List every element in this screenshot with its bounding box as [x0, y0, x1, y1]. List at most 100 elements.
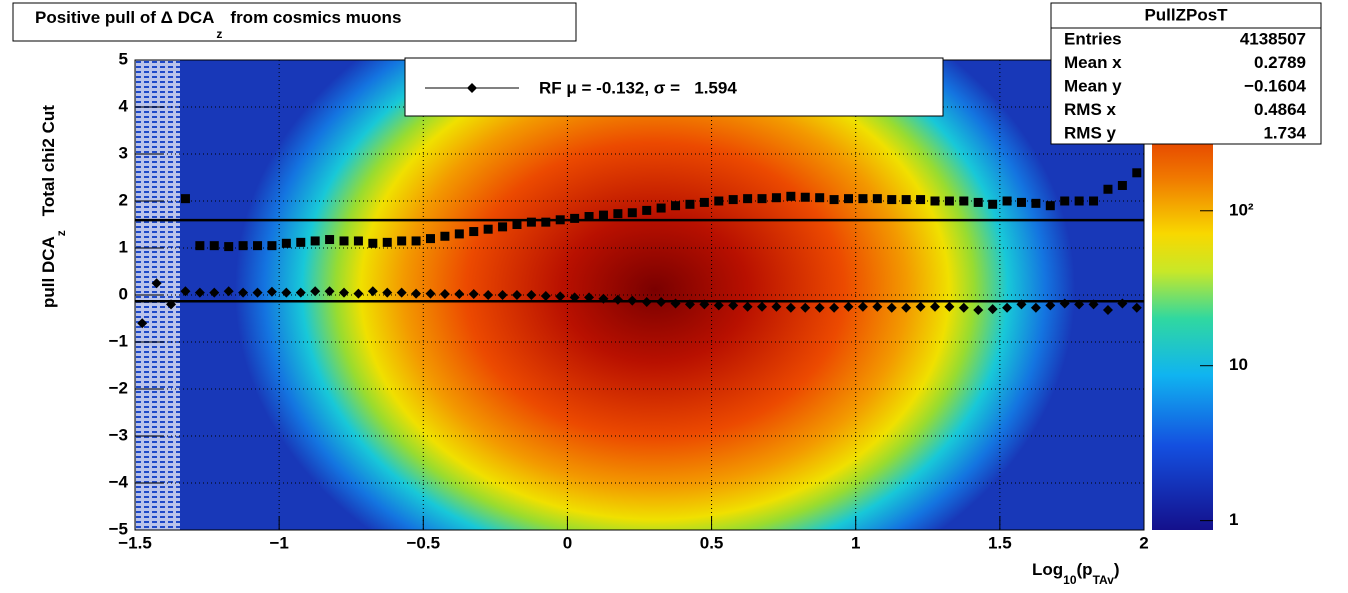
point — [1030, 302, 1041, 313]
point — [267, 241, 277, 251]
point — [454, 289, 465, 300]
point — [296, 237, 306, 247]
point — [195, 241, 205, 251]
point — [973, 305, 984, 316]
point — [814, 302, 825, 313]
legend-box — [404, 57, 944, 117]
point — [584, 292, 595, 303]
point — [901, 302, 912, 313]
stats-value: 1.734 — [1263, 123, 1306, 142]
point — [425, 234, 435, 244]
point — [684, 299, 695, 310]
point — [295, 287, 306, 298]
point — [872, 301, 883, 312]
point — [844, 194, 854, 204]
point — [944, 301, 955, 312]
point — [1074, 299, 1085, 310]
point — [671, 201, 681, 211]
point — [713, 300, 724, 311]
point — [757, 301, 768, 312]
point — [886, 302, 897, 313]
point — [901, 195, 911, 205]
point — [1016, 299, 1027, 310]
ylabel-sub: z — [54, 230, 68, 236]
point — [439, 289, 450, 300]
point — [353, 236, 363, 246]
y-tick-label: 1 — [119, 237, 128, 256]
point — [800, 302, 811, 313]
point — [1002, 302, 1013, 313]
title-main: Positive pull of Δ DCA — [35, 8, 214, 27]
chart-title: Positive pull of Δ DCAz from cosmics muon… — [35, 8, 401, 41]
point — [555, 291, 566, 302]
point — [656, 203, 666, 213]
point — [540, 290, 551, 301]
legend-marker — [467, 83, 477, 93]
point — [253, 241, 263, 251]
point — [786, 191, 796, 201]
ylabel-end: Total chi2 Cut — [39, 105, 58, 216]
point — [339, 236, 349, 246]
x-tick-label: 0.5 — [700, 533, 724, 552]
point — [238, 241, 248, 251]
point — [209, 241, 219, 251]
legend-label: RF μ = -0.132, σ = 1.594 — [539, 78, 737, 97]
point — [1045, 201, 1055, 211]
point — [1088, 299, 1099, 310]
point — [325, 235, 335, 245]
point — [382, 237, 392, 247]
xlabel-a: Log — [1032, 560, 1063, 579]
point — [425, 288, 436, 299]
point — [743, 194, 753, 204]
y-tick-label: 3 — [119, 143, 128, 162]
point — [396, 287, 407, 298]
point — [266, 286, 277, 297]
point — [613, 209, 623, 219]
point — [281, 287, 292, 298]
point — [857, 301, 868, 312]
x-tick-label: 0 — [563, 533, 572, 552]
point — [1074, 196, 1084, 206]
point — [570, 213, 580, 223]
y-tick-label: −2 — [109, 378, 128, 397]
point — [858, 194, 868, 204]
point — [742, 301, 753, 312]
point — [1089, 196, 1099, 206]
point — [1103, 184, 1113, 194]
point — [497, 290, 508, 300]
point — [483, 224, 493, 234]
point — [916, 195, 926, 205]
point — [714, 196, 724, 206]
point — [872, 194, 882, 204]
point — [541, 217, 551, 227]
point — [959, 196, 969, 206]
point — [224, 242, 234, 252]
y-tick-label: 0 — [119, 284, 128, 303]
point — [368, 238, 378, 248]
point — [1060, 196, 1070, 206]
point — [137, 318, 148, 329]
point — [310, 236, 320, 246]
x-axis-label: Log10(pTAv) — [1032, 560, 1120, 587]
point — [973, 197, 983, 207]
point — [699, 299, 710, 310]
point — [252, 287, 263, 298]
point — [685, 199, 695, 209]
y-tick-label: −4 — [109, 472, 129, 491]
point — [598, 210, 608, 220]
x-tick-label: −1.5 — [118, 533, 152, 552]
point — [728, 300, 739, 311]
y-tick-label: −1 — [109, 331, 128, 350]
point — [238, 287, 249, 298]
point — [1002, 196, 1012, 206]
point — [1102, 305, 1113, 316]
point — [843, 301, 854, 312]
point — [555, 215, 565, 225]
title-sub: z — [216, 27, 222, 41]
stats-label: RMS y — [1064, 123, 1117, 142]
y-axis-label: pull DCAz Total chi2 Cut — [39, 105, 68, 308]
point — [641, 297, 652, 308]
stats-label: RMS x — [1064, 100, 1117, 119]
point — [397, 236, 407, 246]
point — [498, 222, 508, 232]
